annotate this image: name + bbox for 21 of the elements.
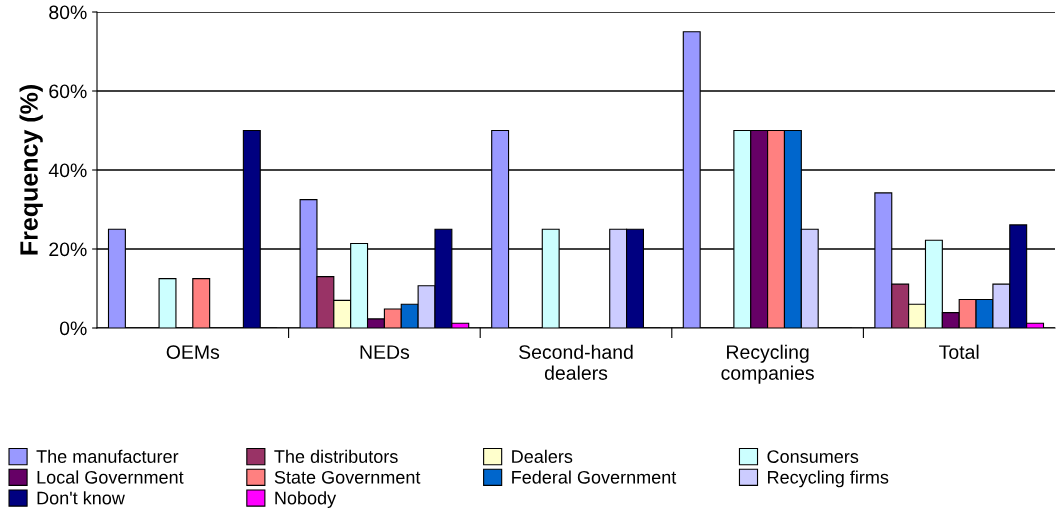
y-tick-label: 40%: [48, 163, 87, 178]
y-axis-title: Frequency (%): [19, 85, 43, 255]
x-tick-label: OEMs: [166, 345, 220, 359]
y-tick-label: 80%: [49, 5, 87, 20]
legend-label: Nobody: [275, 491, 337, 508]
x-tick-label: NEDs: [360, 345, 410, 359]
legend-label: The manufacturer: [36, 449, 179, 463]
legend-label: The distributors: [274, 449, 398, 463]
legend-label: Federal Government: [512, 470, 677, 484]
legend-label: Local Government: [37, 470, 184, 484]
x-tick-label: Total: [939, 344, 979, 359]
legend-label: State Government: [274, 470, 421, 484]
legend-label: Don't know: [37, 491, 125, 505]
y-tick-label: 60%: [49, 84, 87, 99]
legend-label: Consumers: [767, 450, 859, 463]
x-tick-label: Recycling companies: [721, 344, 814, 384]
legend-label: Dealers: [512, 449, 573, 463]
x-tick-label: Second-hand dealers: [519, 344, 633, 380]
y-tick-label: 20%: [49, 242, 87, 257]
legend-label: Recycling firms: [768, 470, 889, 488]
y-tick-label: 0%: [59, 321, 87, 336]
